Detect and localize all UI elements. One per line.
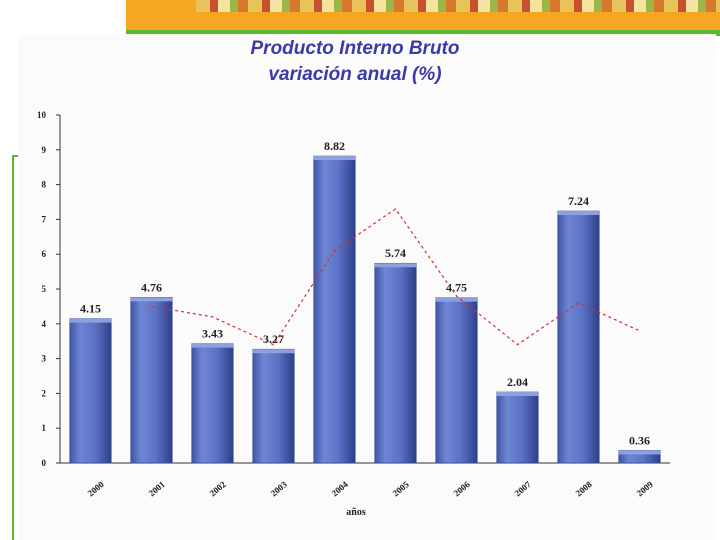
data-label-2002: 3.43 [202,327,223,341]
y-tick-label: 2 [42,388,47,398]
bar-2007 [496,391,539,464]
bar-cap-2002 [191,343,234,348]
y-tick-label: 5 [42,284,47,294]
bar-cap-2000 [69,318,112,323]
y-tick-label: 9 [42,145,47,155]
x-axis-label: años [346,507,366,518]
bar-cap-2007 [496,392,539,397]
bar-2000 [69,318,112,464]
side-accent-tick [12,155,20,157]
data-label-2001: 4.76 [141,280,162,294]
chart-title: Producto Interno Bruto [250,38,460,59]
bar-cap-2009 [618,450,661,455]
y-tick-label: 4 [42,319,47,329]
bar-cap-2008 [557,211,600,216]
bar-cap-2003 [252,349,295,354]
y-tick-label: 7 [42,214,47,224]
x-tick-label: 2004 [330,479,351,499]
data-label-2009: 0.36 [629,433,650,447]
x-tick-label: 2002 [208,479,229,499]
bar-2006 [435,297,478,464]
x-tick-label: 2007 [513,479,534,499]
x-tick-label: 2009 [635,479,656,499]
data-label-2007: 2.04 [507,375,528,389]
x-tick-label: 2003 [269,479,290,499]
x-tick-label: 2005 [391,479,412,499]
data-label-2005: 5.74 [385,246,406,260]
y-tick-label: 1 [42,423,47,433]
data-label-2000: 4.15 [80,302,101,316]
header-photo-strip [196,0,720,12]
y-tick-label: 8 [42,180,47,190]
data-label-2008: 7.24 [568,194,589,208]
header-green-rule [126,30,720,36]
bar-2002 [191,343,234,464]
bar-2008 [557,210,600,464]
bar-2004 [313,155,356,464]
y-tick-label: 10 [37,110,47,120]
bar-cap-2004 [313,156,356,161]
bar-cap-2006 [435,297,478,302]
y-tick-label: 6 [42,249,47,259]
data-label-2006: 4.75 [446,281,467,295]
bar-2005 [374,262,417,464]
side-accent-line [12,155,14,540]
bar-cap-2001 [130,297,173,302]
trend-line [151,208,640,346]
x-tick-label: 2000 [86,479,107,499]
y-tick-label: 0 [42,458,47,468]
x-tick-label: 2008 [574,479,595,499]
x-tick-label: 2001 [147,479,168,499]
bar-2003 [252,348,295,464]
data-label-2004: 8.82 [324,139,345,153]
bar-2001 [130,297,173,464]
y-tick-label: 3 [42,354,47,364]
x-tick-label: 2006 [452,479,473,499]
chart-subtitle: variación anual (%) [268,64,442,85]
bar-cap-2005 [374,263,417,268]
